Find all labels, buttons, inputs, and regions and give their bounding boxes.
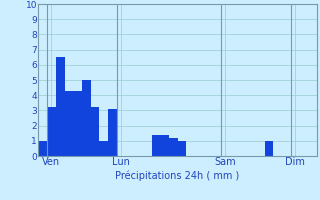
Bar <box>82 80 91 156</box>
Bar <box>151 135 160 156</box>
Bar <box>91 107 99 156</box>
Bar <box>47 107 56 156</box>
Bar <box>108 109 117 156</box>
Bar <box>265 141 273 156</box>
Bar <box>38 141 47 156</box>
Bar <box>65 91 73 156</box>
X-axis label: Précipitations 24h ( mm ): Précipitations 24h ( mm ) <box>116 170 240 181</box>
Bar <box>99 141 108 156</box>
Bar <box>73 91 82 156</box>
Bar <box>169 138 178 156</box>
Bar <box>178 141 186 156</box>
Bar <box>160 135 169 156</box>
Bar <box>56 57 65 156</box>
